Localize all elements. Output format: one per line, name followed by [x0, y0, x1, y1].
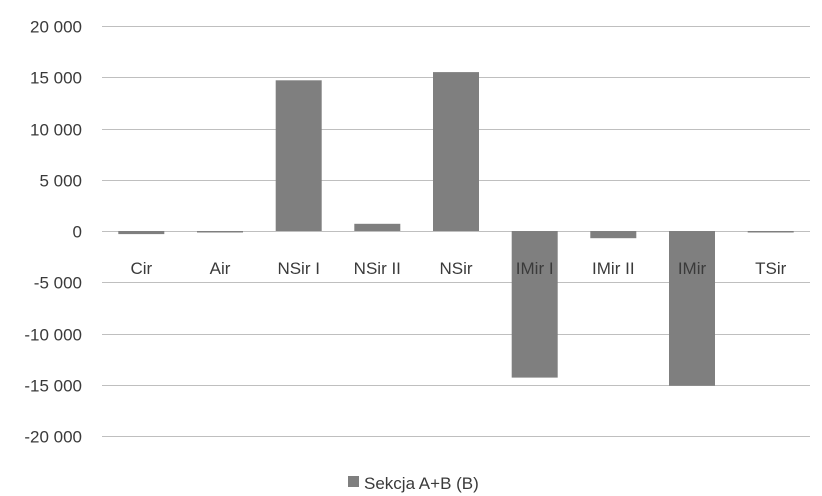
bar [354, 223, 401, 231]
legend: Sekcja A+B (B) [348, 474, 479, 493]
y-tick-label: 5 000 [39, 172, 82, 191]
y-tick-label: 10 000 [30, 121, 82, 140]
y-tick-label: -20 000 [24, 428, 82, 447]
legend-label: Sekcja A+B (B) [364, 474, 479, 493]
bar [590, 231, 637, 239]
y-tick-label: -10 000 [24, 326, 82, 345]
y-axis-tick-labels: 20 000 15 000 10 000 5 000 0 -5 000 -10 000 -15… [24, 18, 82, 447]
bar [511, 231, 558, 378]
bar [118, 231, 165, 235]
x-tick-label: NSir I [277, 259, 320, 278]
y-tick-label: -5 000 [34, 274, 82, 293]
x-tick-label: TSir [755, 259, 787, 278]
x-tick-label: NSir II [354, 259, 401, 278]
y-tick-label: 20 000 [30, 18, 82, 37]
bar [747, 231, 794, 233]
x-tick-label: NSir [439, 259, 472, 278]
bars [118, 72, 794, 386]
x-axis-tick-labels: Cir Air NSir I NSir II NSir IMir I IMir II IMir… [130, 259, 786, 278]
bar [197, 231, 243, 233]
x-tick-label: IMir I [516, 259, 554, 278]
y-tick-label: 15 000 [30, 69, 82, 88]
bar [275, 80, 322, 231]
bar [433, 72, 479, 231]
y-tick-label: -15 000 [24, 377, 82, 396]
x-tick-label: Cir [130, 259, 152, 278]
x-tick-label: IMir II [592, 259, 635, 278]
bar [669, 231, 715, 386]
x-tick-label: Air [210, 259, 231, 278]
y-tick-label: 0 [73, 223, 82, 242]
legend-swatch [348, 476, 359, 487]
x-tick-label: IMir [678, 259, 707, 278]
